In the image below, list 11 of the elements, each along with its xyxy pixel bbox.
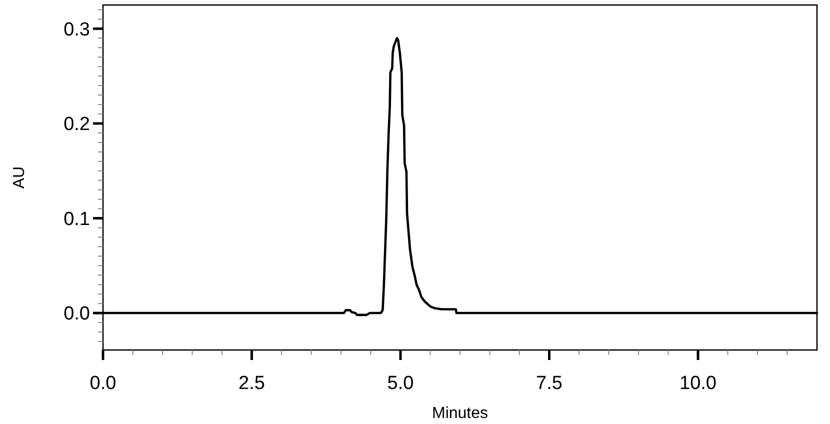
- x-tick-label: 7.5: [536, 373, 562, 394]
- y-axis-title: AU: [11, 166, 28, 189]
- y-tick-label: 0.0: [64, 304, 90, 325]
- x-tick-label: 2.5: [238, 373, 265, 394]
- x-tick-label: 5.0: [387, 373, 414, 394]
- x-axis-title: Minutes: [432, 405, 488, 422]
- y-tick-label: 0.1: [64, 208, 90, 230]
- x-tick-label: 10.0: [680, 373, 716, 394]
- y-tick-label: 0.2: [64, 114, 90, 136]
- y-tick-label: 0.3: [64, 19, 90, 40]
- x-tick-label: 0.0: [90, 373, 116, 394]
